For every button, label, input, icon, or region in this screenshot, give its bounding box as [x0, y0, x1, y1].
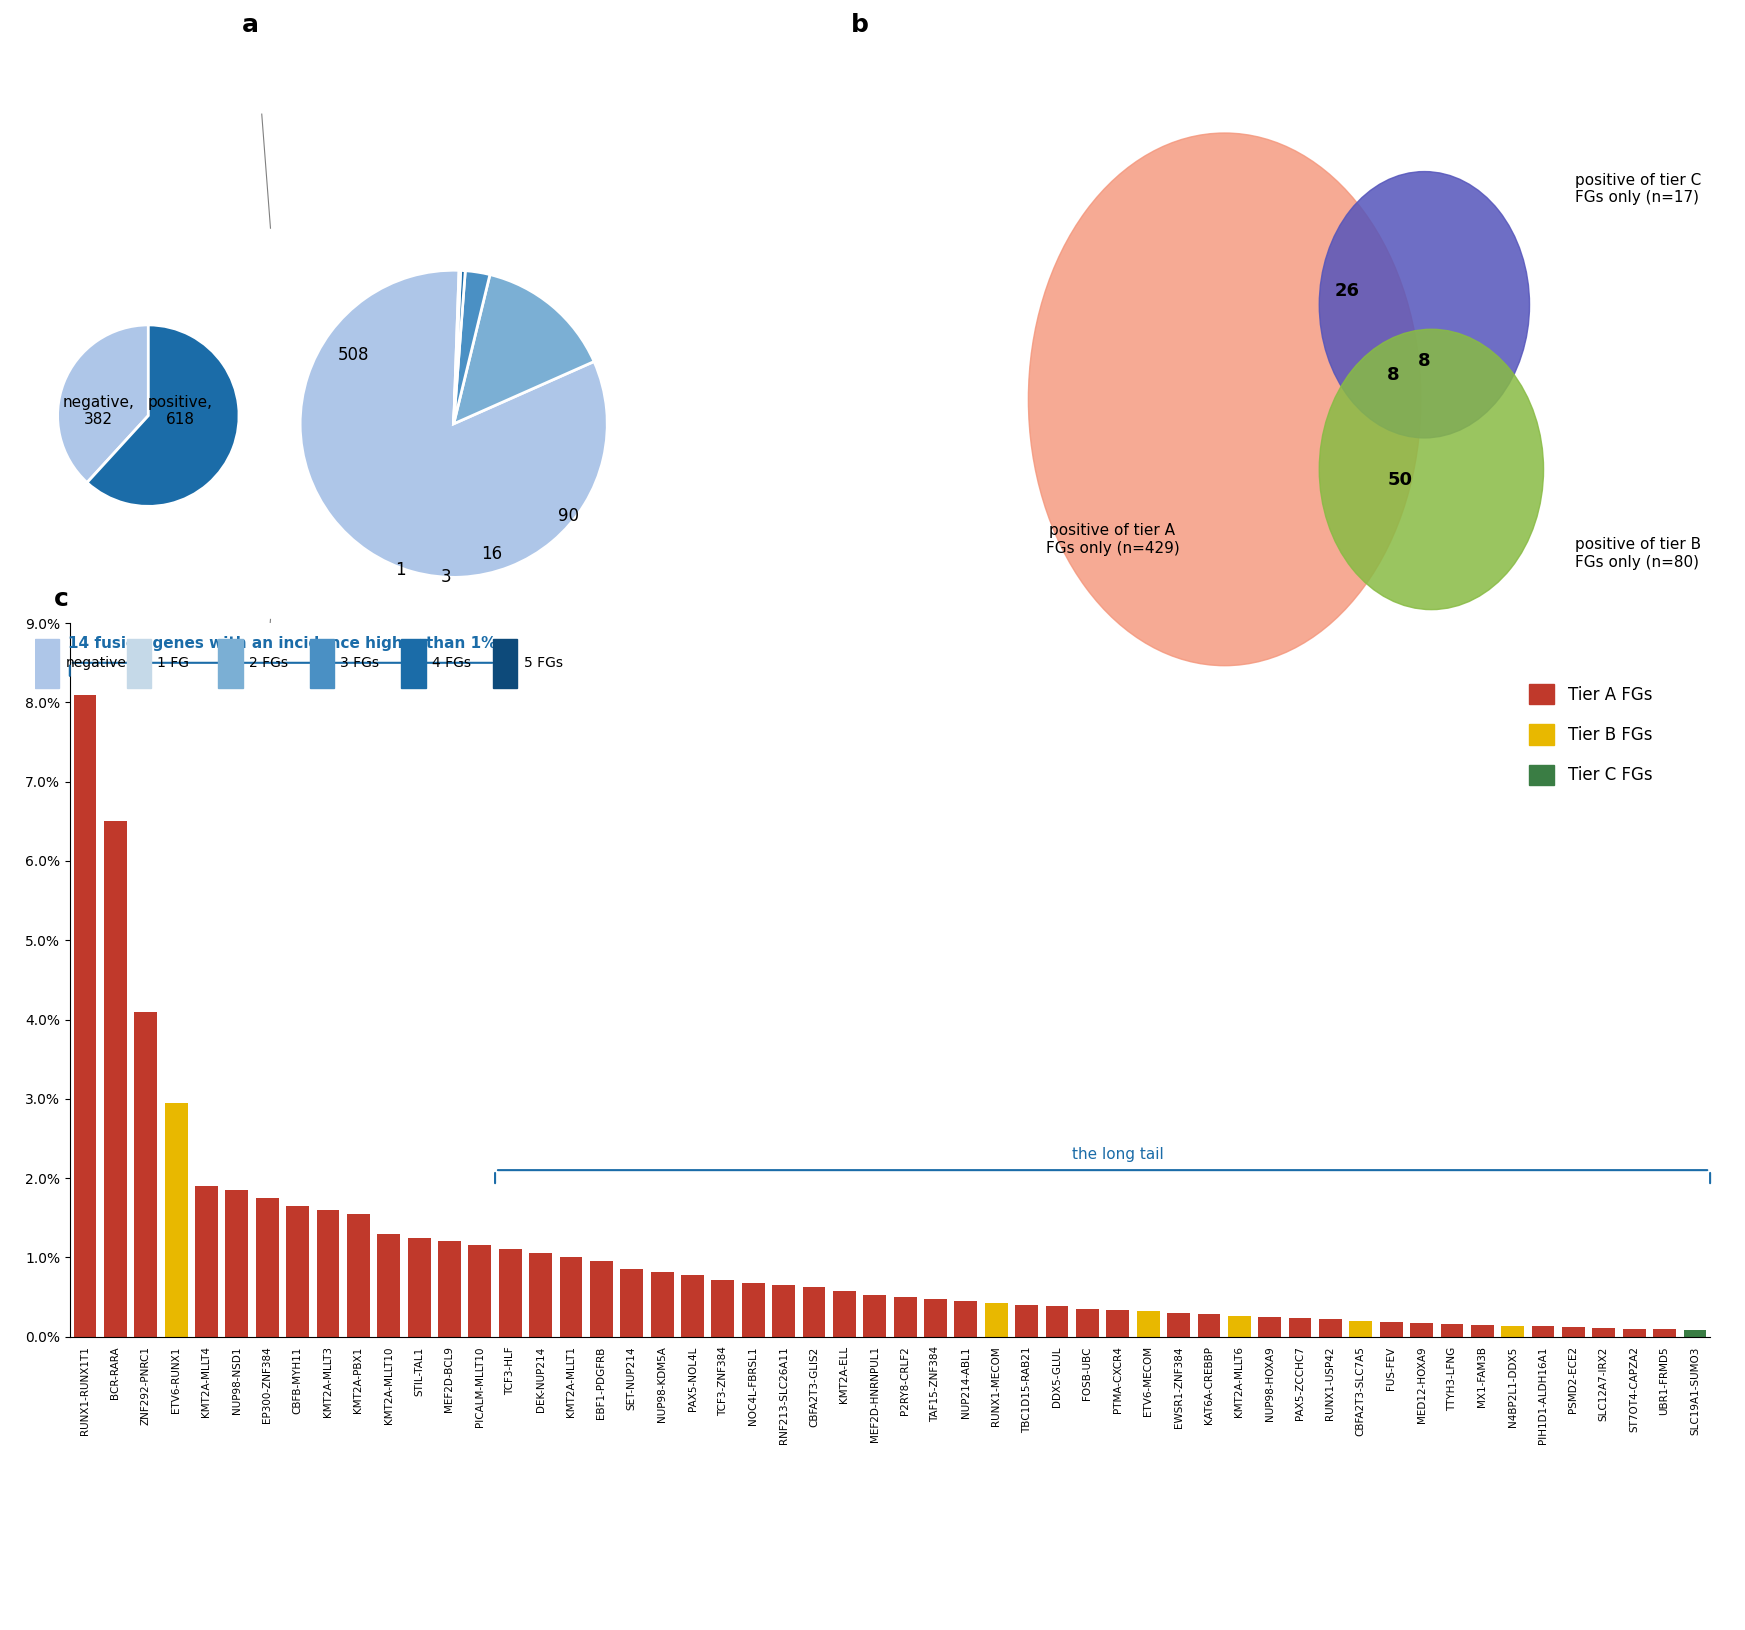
- Bar: [1380, 1322, 1403, 1337]
- Bar: [1319, 1319, 1342, 1337]
- Text: 5 FGs: 5 FGs: [524, 657, 562, 670]
- Bar: [1106, 1311, 1129, 1337]
- Ellipse shape: [1319, 171, 1530, 438]
- Bar: [1258, 1317, 1281, 1337]
- Bar: [1136, 1311, 1159, 1337]
- Text: a: a: [243, 13, 260, 37]
- Bar: [401, 639, 426, 688]
- Text: positive of tier A
FGs only (n=429): positive of tier A FGs only (n=429): [1045, 523, 1180, 556]
- Bar: [1593, 1328, 1616, 1337]
- Wedge shape: [454, 271, 490, 424]
- Text: 4 FGs: 4 FGs: [431, 657, 471, 670]
- Bar: [803, 1288, 825, 1337]
- Bar: [925, 1299, 948, 1337]
- Bar: [225, 1190, 248, 1337]
- Bar: [499, 1250, 522, 1337]
- Bar: [1077, 1309, 1099, 1337]
- Bar: [408, 1237, 431, 1337]
- Text: 2 FGs: 2 FGs: [248, 657, 288, 670]
- Bar: [712, 1280, 735, 1337]
- Bar: [1167, 1312, 1190, 1337]
- Bar: [309, 639, 333, 688]
- Bar: [590, 1262, 612, 1337]
- Bar: [1410, 1324, 1433, 1337]
- Text: 508: 508: [339, 346, 370, 363]
- Bar: [832, 1291, 855, 1337]
- Bar: [773, 1284, 796, 1337]
- Bar: [621, 1270, 644, 1337]
- Text: 1: 1: [394, 561, 405, 579]
- Bar: [1228, 1315, 1251, 1337]
- Bar: [864, 1296, 886, 1337]
- Bar: [492, 639, 517, 688]
- Bar: [681, 1275, 703, 1337]
- Bar: [257, 1198, 279, 1337]
- Bar: [1349, 1320, 1372, 1337]
- Bar: [1288, 1319, 1312, 1337]
- Text: positive of tier C
FGs only (n=17): positive of tier C FGs only (n=17): [1576, 173, 1701, 205]
- Text: 3 FGs: 3 FGs: [340, 657, 379, 670]
- Bar: [218, 639, 243, 688]
- Text: 3: 3: [441, 569, 452, 587]
- Wedge shape: [58, 324, 148, 482]
- Ellipse shape: [1319, 329, 1544, 610]
- Bar: [1045, 1307, 1068, 1337]
- Wedge shape: [454, 271, 466, 424]
- Wedge shape: [454, 274, 593, 424]
- Bar: [560, 1257, 583, 1337]
- Bar: [955, 1301, 977, 1337]
- Text: 90: 90: [558, 507, 579, 525]
- Text: positive,
618: positive, 618: [148, 394, 213, 427]
- Text: 1 FG: 1 FG: [157, 657, 188, 670]
- Bar: [893, 1297, 916, 1337]
- Bar: [529, 1253, 551, 1337]
- Text: 14 fusion genes with an incidence higher than 1%: 14 fusion genes with an incidence higher…: [68, 636, 497, 650]
- Bar: [1016, 1306, 1038, 1337]
- Wedge shape: [300, 271, 607, 577]
- Bar: [73, 694, 96, 1337]
- Text: 8: 8: [1387, 365, 1399, 383]
- Bar: [1623, 1328, 1646, 1337]
- Bar: [468, 1245, 492, 1337]
- Bar: [286, 1206, 309, 1337]
- Text: c: c: [54, 587, 68, 611]
- Bar: [105, 822, 127, 1337]
- Bar: [164, 1104, 187, 1337]
- Bar: [316, 1209, 339, 1337]
- Text: the long tail: the long tail: [1071, 1148, 1164, 1162]
- Bar: [984, 1304, 1007, 1337]
- Text: 50: 50: [1387, 471, 1412, 489]
- Bar: [1441, 1324, 1464, 1337]
- Ellipse shape: [1028, 134, 1420, 665]
- Text: positive of tier B
FGs only (n=80): positive of tier B FGs only (n=80): [1576, 538, 1701, 570]
- Bar: [1562, 1327, 1584, 1337]
- Text: negative: negative: [66, 657, 126, 670]
- Bar: [651, 1271, 674, 1337]
- Bar: [1653, 1330, 1675, 1337]
- Bar: [377, 1234, 400, 1337]
- Bar: [347, 1214, 370, 1337]
- Wedge shape: [87, 324, 239, 507]
- Bar: [134, 1012, 157, 1337]
- Bar: [438, 1242, 461, 1337]
- Text: 8: 8: [1419, 352, 1431, 370]
- Bar: [1501, 1325, 1523, 1337]
- Text: 26: 26: [1335, 282, 1359, 300]
- Text: negative,
382: negative, 382: [63, 394, 134, 427]
- Bar: [195, 1187, 218, 1337]
- Bar: [1684, 1330, 1707, 1337]
- Bar: [126, 639, 150, 688]
- Text: b: b: [852, 13, 869, 37]
- Bar: [1471, 1325, 1494, 1337]
- Text: 16: 16: [482, 546, 503, 564]
- Wedge shape: [454, 271, 461, 424]
- Bar: [1532, 1327, 1555, 1337]
- Legend: Tier A FGs, Tier B FGs, Tier C FGs: Tier A FGs, Tier B FGs, Tier C FGs: [1513, 667, 1668, 802]
- Bar: [742, 1283, 764, 1337]
- Bar: [35, 639, 59, 688]
- Bar: [1197, 1314, 1220, 1337]
